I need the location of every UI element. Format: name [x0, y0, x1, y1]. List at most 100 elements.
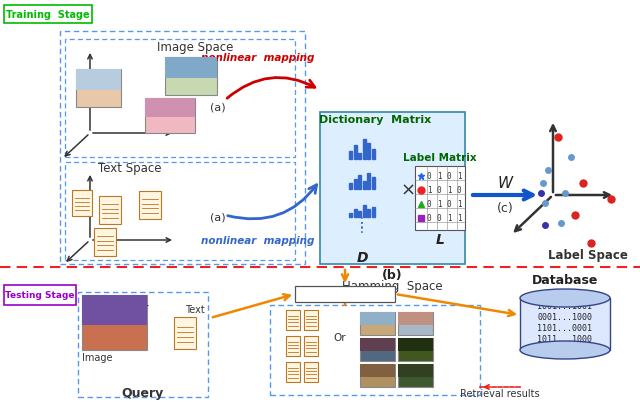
Text: Retrieval results: Retrieval results — [460, 388, 540, 398]
Text: Database: Database — [532, 274, 598, 287]
Text: Or: Or — [137, 302, 149, 312]
Bar — [99, 196, 121, 224]
Bar — [165, 58, 217, 96]
Bar — [398, 364, 433, 377]
Bar — [360, 338, 395, 351]
Text: Or: Or — [333, 332, 346, 342]
Text: 0: 0 — [427, 172, 431, 181]
Text: 1: 1 — [447, 214, 451, 223]
Bar — [304, 336, 318, 356]
Bar — [72, 190, 92, 216]
Text: 1001...1001: 1001...1001 — [316, 290, 374, 299]
Bar — [295, 286, 395, 302]
Text: W: W — [497, 176, 513, 191]
Ellipse shape — [520, 289, 610, 307]
Bar — [360, 338, 395, 361]
Text: nonlinear  mapping: nonlinear mapping — [202, 53, 315, 63]
Bar — [367, 144, 371, 160]
Bar — [360, 364, 395, 377]
Bar — [354, 179, 356, 190]
Bar — [372, 149, 375, 160]
Bar — [65, 162, 295, 260]
Text: ×: × — [401, 181, 415, 200]
Bar — [360, 312, 395, 325]
Bar — [372, 207, 375, 217]
Bar — [354, 209, 356, 217]
Bar — [363, 140, 365, 160]
Bar — [367, 209, 371, 217]
Text: 1: 1 — [457, 200, 461, 209]
Bar — [354, 146, 356, 160]
Text: 1: 1 — [427, 186, 431, 195]
Bar — [349, 151, 352, 160]
Text: Training  Stage: Training Stage — [6, 10, 90, 20]
Bar — [520, 298, 610, 350]
Bar — [358, 153, 361, 160]
Bar — [398, 338, 433, 351]
Bar — [76, 70, 121, 108]
Text: 1: 1 — [457, 214, 461, 223]
Text: 1101...0001: 1101...0001 — [538, 324, 593, 333]
Text: Text: Text — [185, 304, 205, 314]
Bar — [360, 312, 395, 335]
Bar — [398, 312, 433, 335]
Bar — [304, 310, 318, 330]
Text: (a): (a) — [210, 103, 226, 113]
Bar — [398, 338, 433, 361]
Bar — [82, 295, 147, 350]
Text: 1: 1 — [447, 186, 451, 195]
Text: L: L — [436, 232, 444, 246]
Bar — [174, 317, 196, 349]
Bar — [94, 228, 116, 256]
Text: 0: 0 — [427, 200, 431, 209]
Bar — [363, 181, 365, 190]
Text: 0: 0 — [436, 214, 442, 223]
Text: 1001...1001: 1001...1001 — [538, 302, 593, 311]
Bar — [286, 336, 300, 356]
Bar — [82, 295, 147, 326]
Text: 0: 0 — [427, 214, 431, 223]
Text: Hamming  Space: Hamming Space — [342, 280, 443, 293]
Text: 0: 0 — [436, 186, 442, 195]
Bar — [139, 192, 161, 220]
Bar — [165, 58, 217, 79]
Bar — [320, 113, 465, 264]
Text: ⋮: ⋮ — [355, 220, 369, 234]
Bar — [363, 205, 365, 217]
Bar — [4, 6, 92, 24]
Bar — [286, 310, 300, 330]
Bar — [76, 70, 121, 91]
Bar — [78, 292, 208, 397]
Text: Dictionary  Matrix: Dictionary Matrix — [319, 115, 431, 125]
Bar — [60, 32, 305, 264]
Text: Query: Query — [122, 386, 164, 399]
Bar — [367, 174, 371, 190]
Text: (a): (a) — [210, 213, 226, 222]
Text: Label Matrix: Label Matrix — [403, 153, 477, 162]
Ellipse shape — [520, 341, 610, 359]
Text: 0: 0 — [457, 186, 461, 195]
Bar — [358, 175, 361, 190]
Bar — [349, 213, 352, 217]
Text: 0001...1000: 0001...1000 — [538, 313, 593, 322]
Bar — [145, 99, 195, 118]
Bar — [304, 362, 318, 382]
Text: D: D — [356, 250, 368, 264]
Bar — [145, 99, 195, 134]
Bar — [349, 183, 352, 190]
Bar — [65, 40, 295, 158]
Text: Label Space: Label Space — [548, 249, 628, 262]
Bar — [360, 364, 395, 387]
Bar — [398, 364, 433, 387]
Text: 0: 0 — [447, 200, 451, 209]
Bar — [372, 177, 375, 190]
Text: Testing Stage: Testing Stage — [5, 291, 75, 300]
Text: 1: 1 — [457, 172, 461, 181]
Text: 1011...1000: 1011...1000 — [538, 335, 593, 344]
Text: 1: 1 — [436, 200, 442, 209]
Text: 1: 1 — [436, 172, 442, 181]
Bar — [358, 211, 361, 217]
Text: 0: 0 — [447, 172, 451, 181]
Text: Image Space: Image Space — [157, 41, 233, 54]
Text: (c): (c) — [497, 202, 513, 215]
